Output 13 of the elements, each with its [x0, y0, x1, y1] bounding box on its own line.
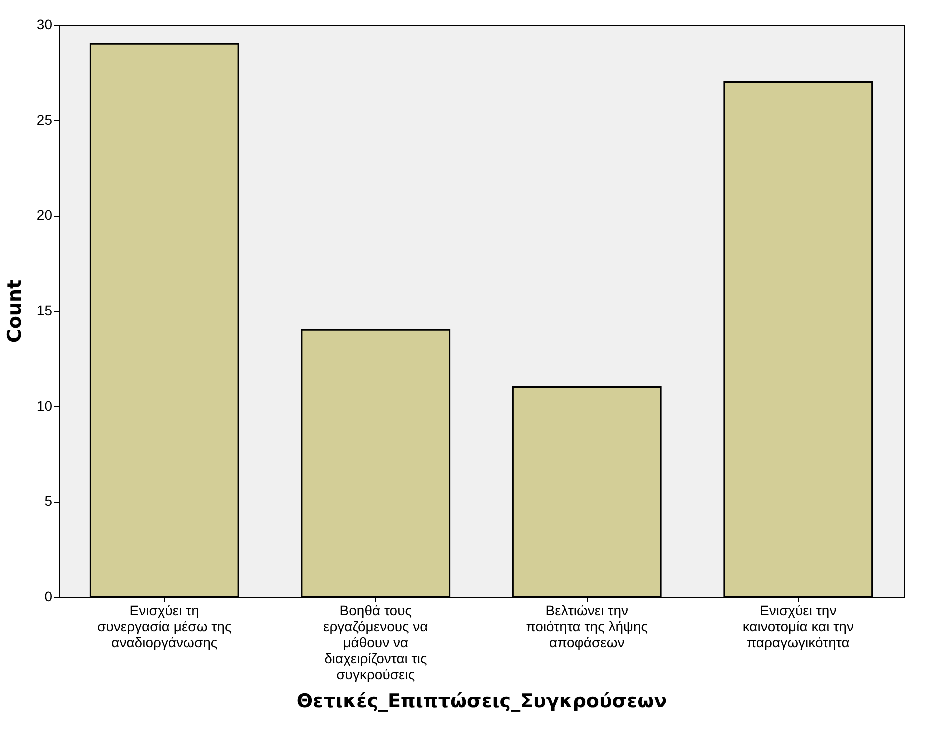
y-tick-label: 10 [36, 398, 53, 414]
y-tick-label: 30 [36, 16, 53, 32]
y-tick-label: 5 [44, 493, 53, 510]
x-tick-label: Ενισχύει την καινοτομία και την παραγωγικότητα [742, 602, 854, 650]
x-tick-label: Βελτιώνει την ποιότητα της λήψης αποφάσεων [526, 602, 648, 650]
y-tick-label: 25 [36, 112, 53, 128]
y-tick-label: 0 [44, 588, 53, 604]
y-axis-title: Count [4, 280, 26, 344]
y-tick-label: 20 [36, 207, 53, 224]
y-tick-label: 15 [36, 302, 53, 318]
x-axis-title: Θετικές_Επιπτώσεις_Συγκρούσεων [296, 690, 668, 712]
x-tick-label: Ενισχύει τη συνεργασία μέσω της αναδιοργάνωσης [98, 602, 232, 650]
x-tick-label: Βοηθά τους εργαζόμενους να μάθουν να διαχειρίζονται τις συγκρούσεις [323, 602, 428, 682]
